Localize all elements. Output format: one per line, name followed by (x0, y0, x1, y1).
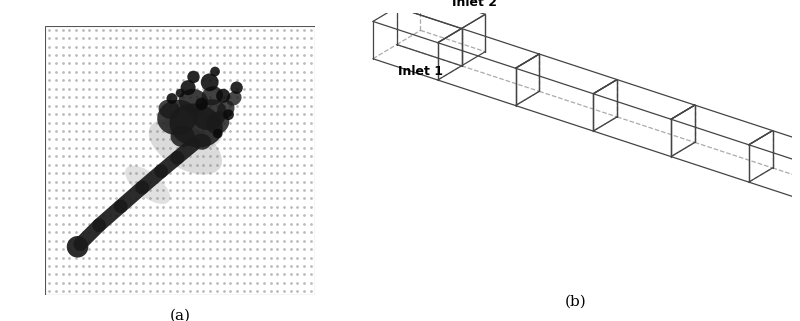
Ellipse shape (158, 100, 180, 119)
Circle shape (201, 74, 218, 91)
Ellipse shape (149, 119, 222, 175)
Ellipse shape (178, 89, 208, 113)
Circle shape (210, 67, 220, 76)
Circle shape (195, 98, 208, 110)
Ellipse shape (202, 86, 223, 105)
Ellipse shape (192, 134, 211, 150)
Text: (a): (a) (170, 309, 190, 321)
Circle shape (187, 71, 200, 83)
Circle shape (223, 109, 234, 120)
Text: Inlet 1: Inlet 1 (398, 65, 443, 78)
Text: Inlet 2: Inlet 2 (452, 0, 497, 9)
Ellipse shape (170, 126, 195, 147)
Circle shape (176, 89, 184, 97)
Ellipse shape (165, 108, 222, 149)
Text: (b): (b) (565, 294, 587, 308)
Ellipse shape (217, 100, 234, 118)
Circle shape (181, 80, 196, 95)
Ellipse shape (170, 103, 223, 147)
Circle shape (66, 236, 88, 257)
Circle shape (166, 93, 178, 104)
Circle shape (230, 82, 243, 94)
Ellipse shape (226, 91, 242, 106)
Ellipse shape (206, 111, 230, 134)
Circle shape (216, 89, 230, 103)
Ellipse shape (125, 166, 170, 204)
Ellipse shape (157, 100, 198, 135)
Circle shape (213, 129, 222, 138)
Ellipse shape (193, 99, 226, 130)
